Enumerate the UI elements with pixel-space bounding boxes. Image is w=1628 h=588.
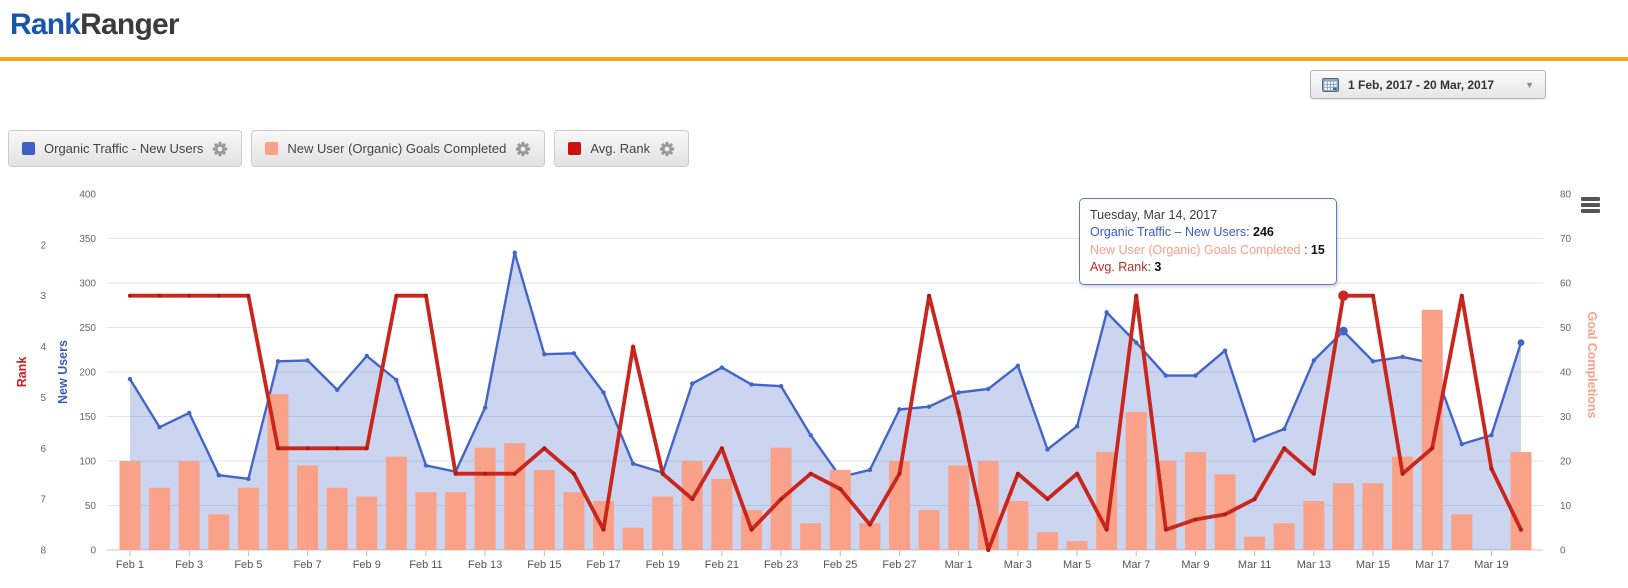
- svg-text:Feb 25: Feb 25: [823, 559, 857, 571]
- svg-text:80: 80: [1560, 190, 1572, 201]
- svg-text:10: 10: [1560, 501, 1572, 512]
- svg-text:Feb 21: Feb 21: [705, 559, 739, 571]
- tooltip-series-label: New User (Organic) Goals Completed: [1090, 242, 1301, 257]
- svg-text:6: 6: [40, 444, 46, 455]
- legend-item-organic-traffic[interactable]: Organic Traffic - New Users: [8, 130, 243, 167]
- svg-text:Mar 15: Mar 15: [1356, 559, 1390, 571]
- svg-text:Feb 3: Feb 3: [175, 559, 203, 571]
- svg-text:5: 5: [40, 393, 46, 404]
- svg-text:7: 7: [40, 495, 46, 506]
- svg-text:20: 20: [1560, 457, 1572, 468]
- legend-label: Avg. Rank: [590, 141, 651, 156]
- tooltip-row-goals: New User (Organic) Goals Completed : 15: [1090, 242, 1326, 259]
- svg-text:300: 300: [79, 279, 96, 290]
- svg-text:Mar 1: Mar 1: [945, 559, 973, 571]
- blue-series-swatch: [22, 142, 35, 155]
- svg-text:Feb 27: Feb 27: [882, 559, 916, 571]
- svg-text:150: 150: [79, 412, 96, 423]
- svg-text:Mar 11: Mar 11: [1238, 559, 1271, 571]
- tooltip-date: Tuesday, Mar 14, 2017: [1090, 208, 1218, 222]
- svg-text:2: 2: [40, 240, 46, 251]
- svg-text:0: 0: [1560, 546, 1566, 557]
- svg-text:Feb 1: Feb 1: [116, 559, 144, 571]
- top-bar: RankRanger: [0, 0, 1628, 57]
- svg-text:350: 350: [79, 234, 96, 245]
- svg-text:400: 400: [79, 190, 96, 201]
- brand-divider: [0, 57, 1628, 61]
- series-legend: Organic Traffic - New Users New User (Or…: [8, 130, 690, 167]
- svg-text:Mar 9: Mar 9: [1181, 559, 1209, 571]
- svg-text:Mar 3: Mar 3: [1004, 559, 1032, 571]
- svg-text:Feb 13: Feb 13: [468, 559, 502, 571]
- tooltip-series-label: Organic Traffic – New Users: [1090, 225, 1247, 240]
- gear-icon[interactable]: [659, 141, 675, 157]
- tooltip-row-new-users: Organic Traffic – New Users: 246: [1090, 224, 1326, 241]
- svg-text:4: 4: [40, 342, 46, 353]
- svg-text:100: 100: [79, 457, 96, 468]
- svg-text:Mar 13: Mar 13: [1297, 559, 1331, 571]
- svg-text:60: 60: [1560, 279, 1572, 290]
- svg-text:3: 3: [40, 291, 46, 302]
- svg-text:40: 40: [1560, 368, 1572, 379]
- svg-text:Feb 7: Feb 7: [294, 559, 322, 571]
- svg-text:30: 30: [1560, 412, 1572, 423]
- chart-menu-icon[interactable]: [1581, 197, 1600, 215]
- axis-titles: Rank New Users Goal Completions: [15, 312, 1599, 419]
- chart-tooltip: Tuesday, Mar 14, 2017 Organic Traffic – …: [1079, 198, 1337, 285]
- svg-text:Feb 23: Feb 23: [764, 559, 798, 571]
- gear-icon[interactable]: [515, 141, 531, 157]
- svg-text:Feb 11: Feb 11: [409, 559, 442, 571]
- legend-item-goals-completed[interactable]: New User (Organic) Goals Completed: [251, 130, 546, 167]
- tooltip-series-value: 3: [1154, 259, 1162, 274]
- svg-text:200: 200: [79, 368, 96, 379]
- svg-text:Feb 9: Feb 9: [353, 559, 381, 571]
- svg-text:Mar 7: Mar 7: [1122, 559, 1150, 571]
- svg-text:Feb 15: Feb 15: [527, 559, 561, 571]
- legend-item-avg-rank[interactable]: Avg. Rank: [554, 130, 690, 167]
- date-range-picker[interactable]: 1 Feb, 2017 - 20 Mar, 2017 ▼: [1309, 70, 1546, 99]
- svg-text:250: 250: [79, 323, 96, 334]
- salmon-series-swatch: [265, 142, 279, 155]
- new-users-axis-title: New Users: [56, 340, 70, 404]
- svg-text:70: 70: [1560, 234, 1572, 245]
- svg-text:Feb 19: Feb 19: [646, 559, 680, 571]
- svg-text:8: 8: [40, 546, 46, 557]
- calendar-icon: [1321, 77, 1339, 92]
- goals-bar-series[interactable]: [119, 309, 1532, 550]
- svg-text:50: 50: [1560, 323, 1572, 334]
- svg-text:Mar 5: Mar 5: [1063, 559, 1091, 571]
- tooltip-row-avg-rank: Avg. Rank: 3: [1090, 259, 1326, 276]
- caret-down-icon: ▼: [1525, 79, 1534, 90]
- gear-icon[interactable]: [212, 141, 228, 157]
- tooltip-series-label: Avg. Rank: [1090, 259, 1148, 274]
- highlight-markers: [1338, 290, 1349, 336]
- tooltip-separator: :: [1147, 259, 1155, 274]
- red-series-swatch: [568, 142, 582, 155]
- tooltip-series-value: 246: [1253, 225, 1274, 240]
- goal-completions-axis-title: Goal Completions: [1585, 312, 1599, 419]
- tooltip-separator: :: [1300, 242, 1311, 257]
- date-range-label: 1 Feb, 2017 - 20 Mar, 2017: [1347, 77, 1495, 92]
- rank-axis-title: Rank: [15, 357, 29, 388]
- x-axis-labels: Feb 1 Feb 3 Feb 5 Feb 7 Feb 9 Feb 11 Feb 13 Feb…: [116, 551, 1509, 571]
- tooltip-separator: :: [1246, 225, 1254, 240]
- legend-label: New User (Organic) Goals Completed: [287, 141, 507, 156]
- svg-text:Feb 17: Feb 17: [586, 559, 620, 571]
- logo-ranger-text: Ranger: [80, 8, 179, 41]
- logo-rank-text: Rank: [10, 8, 81, 41]
- legend-label: Organic Traffic - New Users: [44, 141, 204, 156]
- svg-text:Mar 17: Mar 17: [1415, 559, 1449, 571]
- svg-text:0: 0: [90, 546, 96, 557]
- svg-text:Feb 5: Feb 5: [234, 559, 262, 571]
- avg-rank-line-series[interactable]: [128, 293, 1523, 552]
- rankranger-logo: RankRanger: [10, 8, 180, 42]
- svg-text:50: 50: [85, 501, 97, 512]
- svg-text:Mar 19: Mar 19: [1474, 559, 1508, 571]
- tooltip-series-value: 15: [1310, 242, 1325, 257]
